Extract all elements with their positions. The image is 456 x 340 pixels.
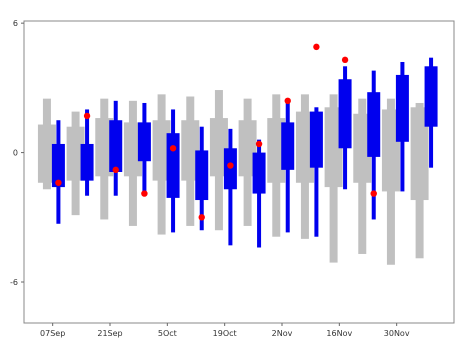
observed-point xyxy=(112,166,119,174)
gray-box xyxy=(324,94,343,263)
observed-point xyxy=(55,179,62,186)
gray-iqr xyxy=(238,120,257,177)
observed-point xyxy=(313,43,320,51)
x-tick-label: 5Oct xyxy=(158,329,177,338)
gray-box xyxy=(295,94,314,239)
observed-point xyxy=(198,214,205,221)
gray-box xyxy=(123,100,142,226)
blue-box xyxy=(424,57,438,168)
observed-point xyxy=(255,140,263,148)
blue-series xyxy=(51,57,438,248)
y-tick-label: -6 xyxy=(10,278,18,287)
x-tick-label: 30Nov xyxy=(384,329,410,338)
blue-box xyxy=(109,100,123,196)
observed-point xyxy=(341,56,349,64)
observed-point xyxy=(370,190,377,197)
blue-iqr xyxy=(109,120,123,172)
gray-box xyxy=(181,96,200,226)
gray-iqr xyxy=(152,120,171,181)
observed-point xyxy=(227,162,234,169)
gray-iqr xyxy=(381,109,400,192)
gray-box xyxy=(152,94,171,235)
observed-point xyxy=(83,112,91,120)
x-tick-label: 19Oct xyxy=(213,329,237,338)
gray-iqr xyxy=(66,126,85,181)
gray-iqr xyxy=(181,120,200,181)
gray-iqr xyxy=(410,107,429,201)
blue-box xyxy=(395,61,409,192)
x-axis: 07Sep 21Sep 5Oct 19Oct 2Nov 16Nov 30Nov xyxy=(40,323,410,338)
blue-iqr xyxy=(367,92,381,157)
gray-box xyxy=(238,98,257,226)
y-axis: 6 0 -6 xyxy=(10,19,24,287)
blue-box xyxy=(166,109,180,233)
blue-iqr xyxy=(338,79,352,149)
blue-iqr xyxy=(252,152,266,194)
x-tick-label: 21Sep xyxy=(97,329,122,338)
blue-box xyxy=(309,107,323,237)
plot-frame xyxy=(23,20,455,324)
gray-iqr xyxy=(209,118,228,177)
gray-box xyxy=(209,90,228,231)
gray-iqr xyxy=(324,107,343,188)
gray-box xyxy=(66,111,85,216)
y-tick-label: 6 xyxy=(13,19,18,28)
blue-iqr xyxy=(195,150,209,201)
gray-iqr xyxy=(295,111,314,183)
blue-box xyxy=(281,98,295,233)
blue-box xyxy=(223,128,237,246)
blue-iqr xyxy=(166,133,180,198)
gray-iqr xyxy=(353,113,372,183)
gray-series xyxy=(37,90,429,265)
blue-iqr xyxy=(223,148,237,190)
observed-point xyxy=(284,97,291,105)
blue-box xyxy=(51,120,65,224)
blue-iqr xyxy=(281,122,295,170)
gray-box xyxy=(37,98,56,190)
x-tick-label: 2Nov xyxy=(272,329,293,338)
blue-box xyxy=(367,70,381,220)
x-tick-label: 07Sep xyxy=(40,329,65,338)
blue-iqr xyxy=(309,111,323,168)
observed-points xyxy=(55,43,377,221)
blue-whisker xyxy=(314,107,319,237)
blue-iqr xyxy=(137,122,151,162)
gray-box xyxy=(353,98,372,254)
blue-box xyxy=(80,109,94,196)
blue-box xyxy=(252,139,266,248)
gray-box xyxy=(381,98,400,265)
observed-point xyxy=(141,190,148,197)
gray-box xyxy=(267,94,286,237)
gray-box xyxy=(95,98,114,220)
y-tick-label: 0 xyxy=(13,149,18,158)
gray-iqr xyxy=(95,118,114,177)
x-tick-label: 16Nov xyxy=(326,329,352,338)
blue-iqr xyxy=(395,74,409,142)
gray-iqr xyxy=(267,118,286,183)
blue-iqr xyxy=(80,143,94,181)
gray-iqr xyxy=(37,124,56,183)
blue-box xyxy=(338,66,352,190)
blue-iqr xyxy=(51,143,65,188)
observed-point xyxy=(169,145,177,152)
blue-box xyxy=(137,102,151,194)
blue-iqr xyxy=(424,66,438,127)
blue-box xyxy=(195,126,209,231)
gray-box xyxy=(410,102,429,259)
gray-iqr xyxy=(123,122,142,177)
